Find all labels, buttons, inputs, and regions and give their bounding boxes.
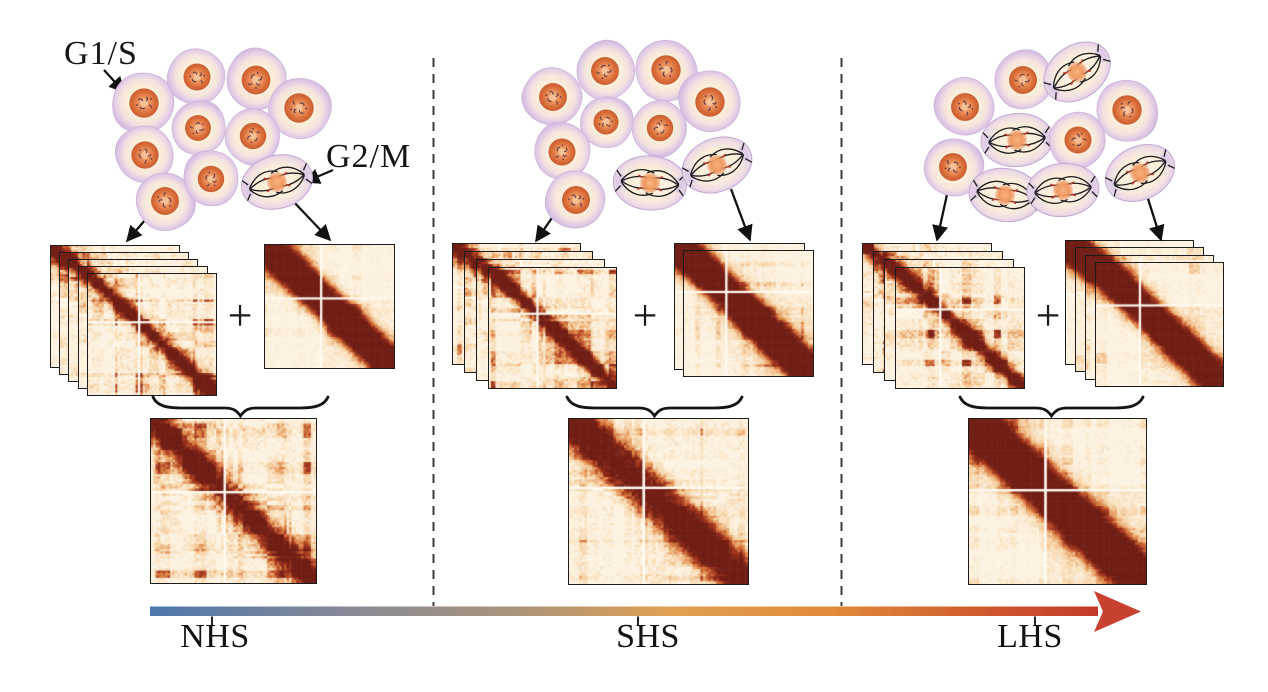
hic-matrix-g2m bbox=[683, 250, 814, 377]
g2m-phase-label: G2/M bbox=[326, 138, 412, 175]
hic-matrix-combined bbox=[968, 418, 1147, 585]
hic-matrix-combined bbox=[150, 418, 317, 584]
plus-operator: + bbox=[227, 291, 253, 341]
g1s-phase-label: G1/S bbox=[64, 35, 138, 72]
hic-matrix-g2m bbox=[1095, 262, 1224, 387]
hic-matrix-combined bbox=[568, 418, 749, 585]
axis-label-lhs: LHS bbox=[997, 618, 1063, 655]
hic-matrix-g1s bbox=[87, 273, 217, 396]
axis-label-nhs: NHS bbox=[180, 618, 250, 655]
plus-operator: + bbox=[1035, 291, 1061, 341]
plus-operator: + bbox=[632, 291, 658, 341]
hic-matrix-g1s bbox=[895, 267, 1025, 389]
hic-matrix-g1s bbox=[488, 267, 617, 389]
axis-label-shs: SHS bbox=[616, 618, 680, 655]
hic-matrix-g2m bbox=[264, 244, 395, 369]
